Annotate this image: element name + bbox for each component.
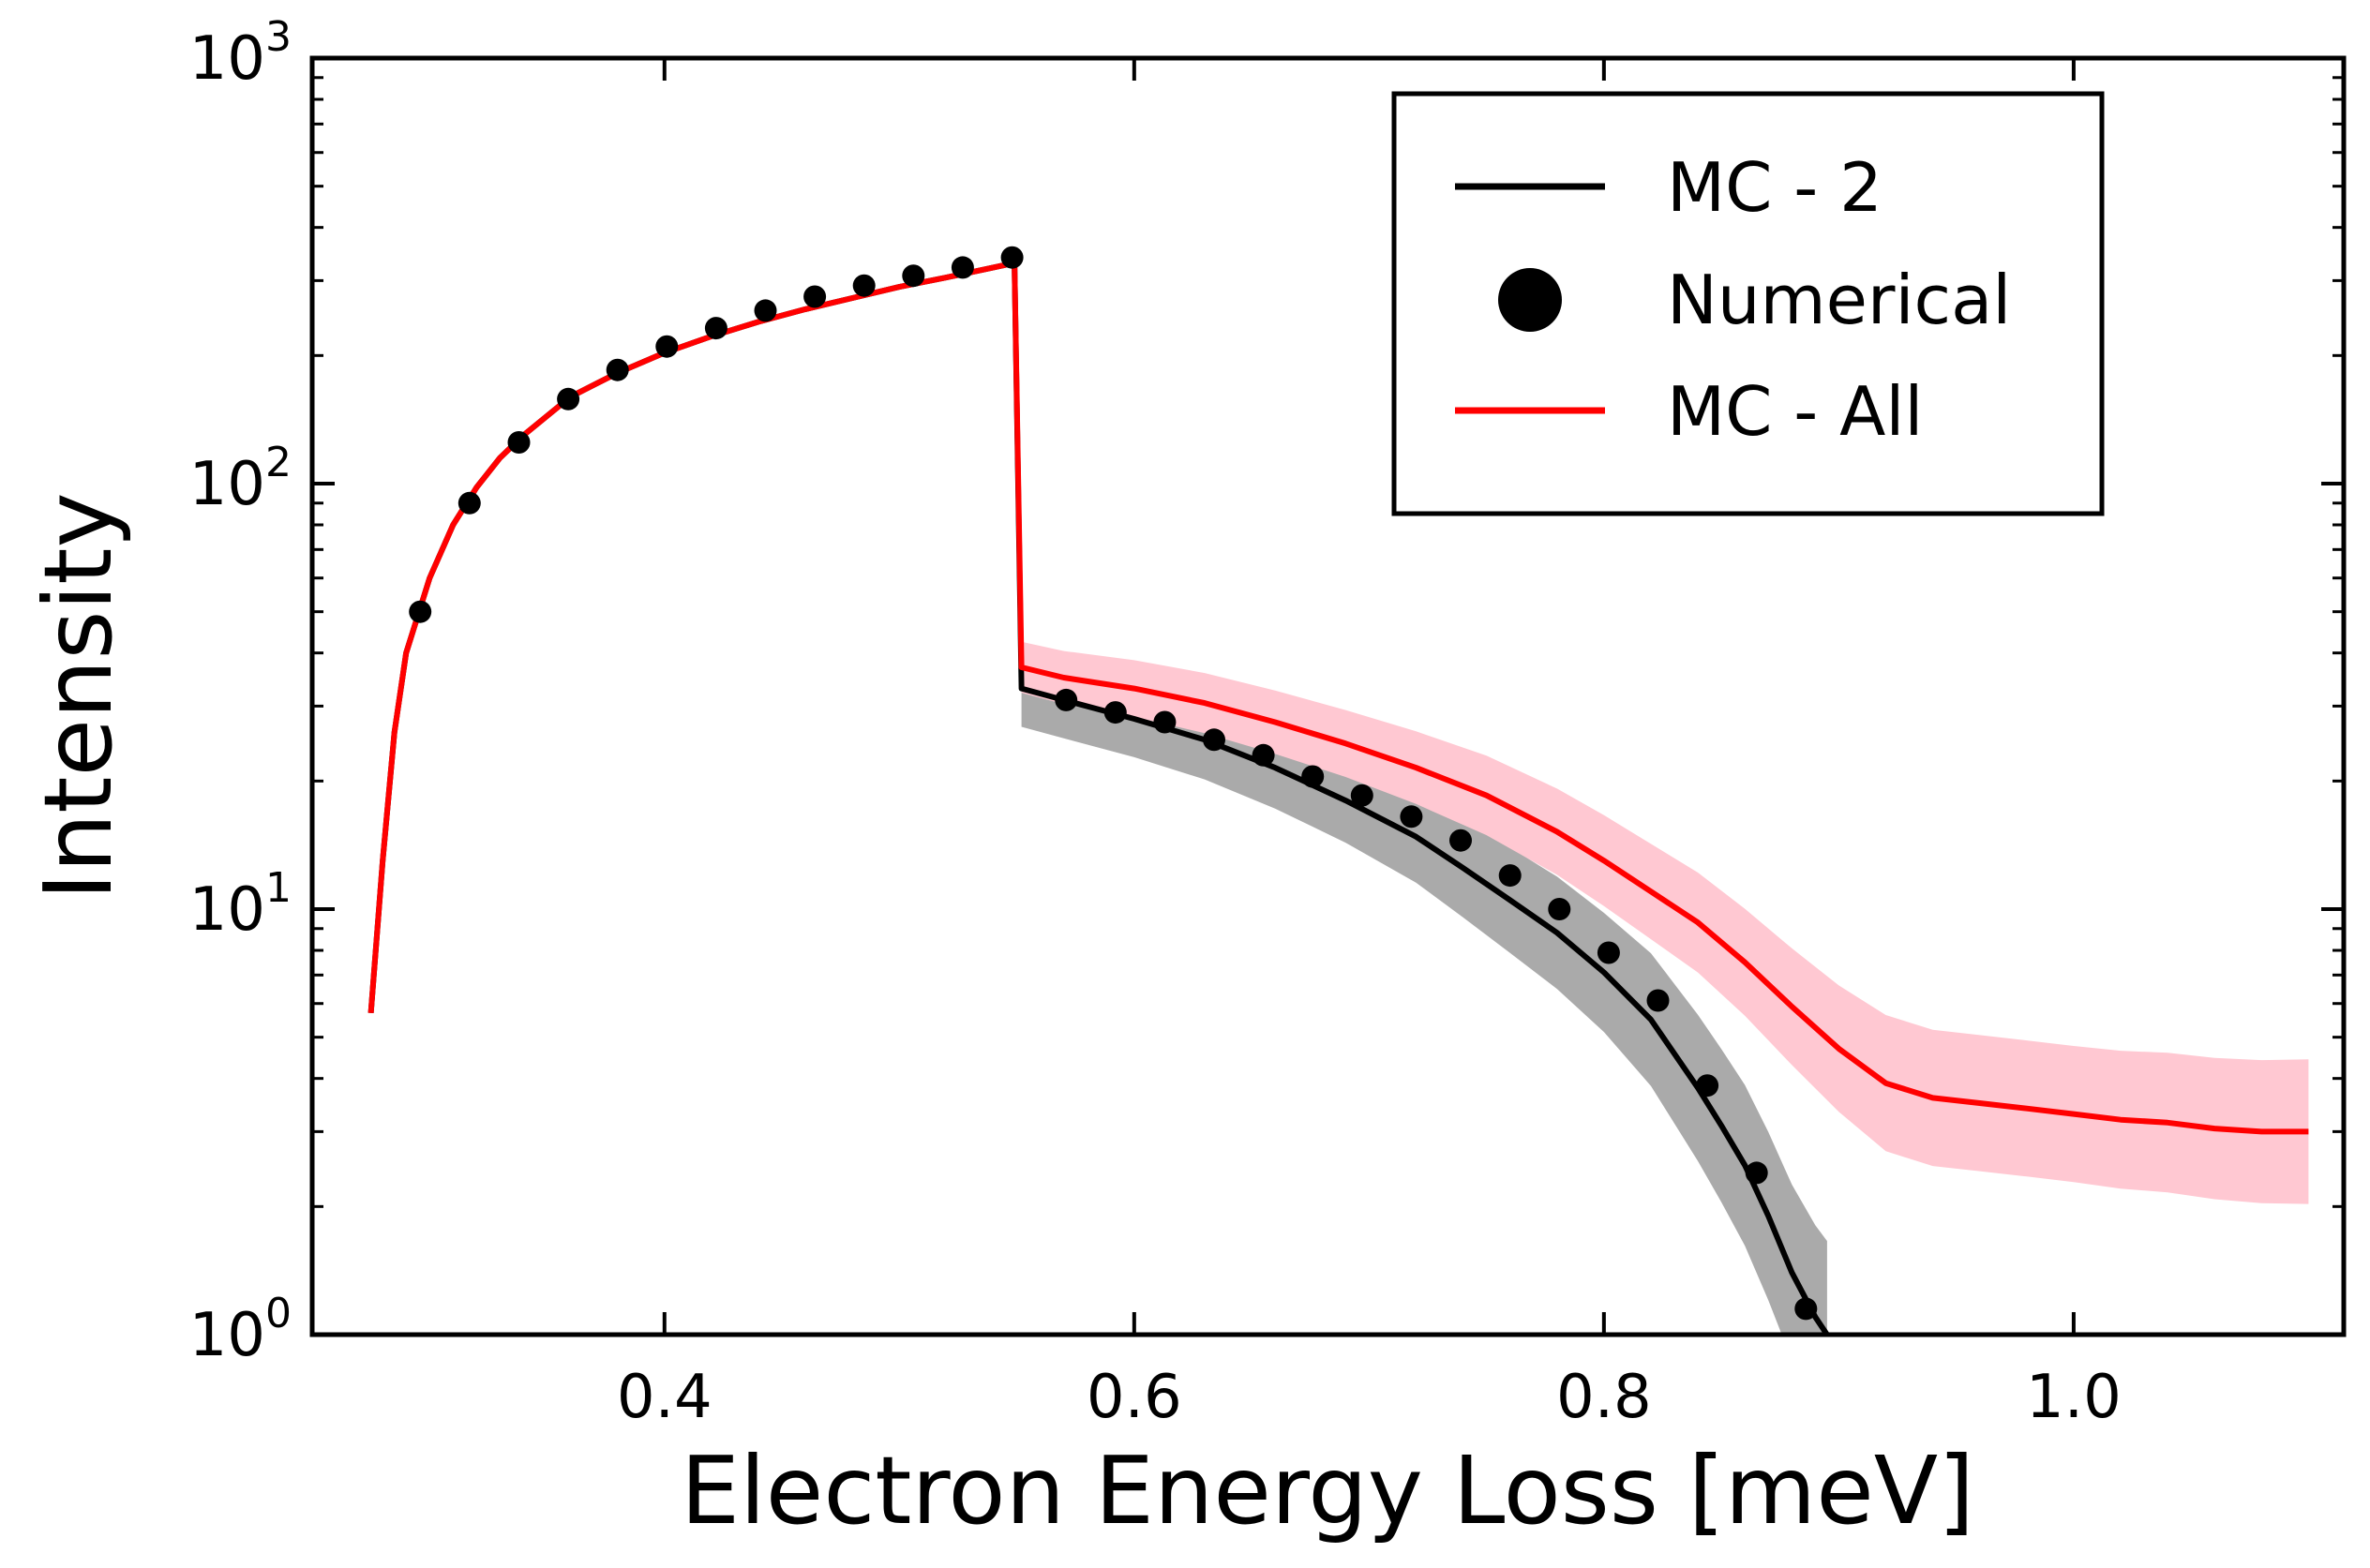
numerical-point	[1350, 784, 1373, 807]
numerical-point	[557, 387, 580, 411]
axis-tick-labels: 0.4 0.6 0.8 1.0 100 101 102 103	[189, 13, 2122, 1432]
numerical-point	[1055, 688, 1078, 711]
x-tick-label: 0.8	[1556, 1363, 1652, 1432]
y-tick-label: 101	[189, 864, 292, 945]
y-tick-label: 100	[189, 1290, 292, 1370]
numerical-point	[507, 431, 531, 454]
numerical-point	[902, 264, 925, 288]
axis-ticks	[312, 56, 2344, 1337]
uncertainty-bands	[1021, 641, 2309, 1335]
numerical-point	[458, 491, 481, 515]
band-mc-all	[1021, 641, 2309, 1204]
numerical-point	[606, 358, 629, 381]
numerical-point	[1000, 246, 1024, 269]
series-line-mc-all	[368, 260, 2309, 1135]
legend-mc2-label: MC - 2	[1667, 148, 1882, 227]
numerical-markers	[409, 246, 1818, 1321]
numerical-point	[655, 335, 679, 358]
numerical-point	[1203, 728, 1225, 752]
legend-mcall-label: MC - All	[1667, 372, 1923, 451]
numerical-point	[1301, 765, 1325, 788]
y-tick-label: 102	[189, 439, 292, 519]
numerical-point	[1449, 829, 1472, 852]
numerical-point	[704, 317, 728, 340]
legend: MC - 2 Numerical MC - All	[1391, 91, 2105, 516]
x-axis-label: Electron Energy Loss [meV]	[681, 1436, 1974, 1546]
numerical-point	[754, 299, 777, 322]
x-tick-label: 1.0	[2026, 1363, 2122, 1432]
numerical-point	[1597, 941, 1620, 964]
numerical-point	[1745, 1161, 1768, 1185]
numerical-point	[852, 274, 876, 297]
x-tick-label: 0.6	[1087, 1363, 1182, 1432]
numerical-point	[951, 256, 974, 279]
numerical-point	[1153, 710, 1177, 734]
numerical-point	[1252, 743, 1275, 767]
numerical-point	[1794, 1297, 1818, 1321]
x-tick-label: 0.4	[617, 1363, 712, 1432]
numerical-point	[1103, 701, 1127, 724]
numerical-point	[1400, 805, 1423, 829]
numerical-point	[409, 600, 432, 623]
numerical-point	[1696, 1074, 1719, 1098]
y-axis-label: Intensity	[23, 492, 133, 900]
numerical-point	[803, 285, 827, 308]
numerical-point	[1646, 989, 1670, 1012]
y-tick-label: 103	[189, 13, 292, 94]
legend-numerical-label: Numerical	[1667, 261, 2011, 339]
legend-numerical-swatch	[1498, 268, 1562, 332]
numerical-point	[1498, 864, 1522, 888]
numerical-point	[1548, 898, 1571, 920]
band-mc-2	[1021, 650, 1827, 1335]
plot-frame	[309, 55, 2347, 1337]
